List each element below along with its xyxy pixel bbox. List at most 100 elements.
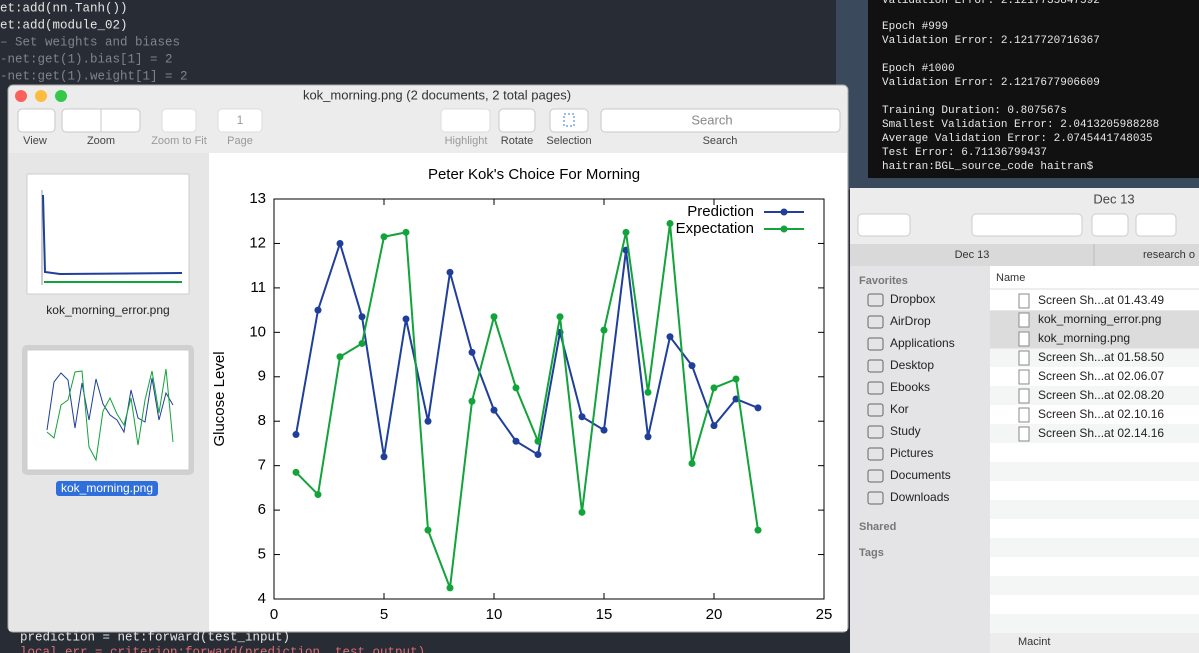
code-line: -net:get(1).weight[1] = 2 [0, 69, 188, 83]
thumbnail[interactable] [26, 349, 190, 471]
point [490, 313, 498, 321]
terminal [868, 0, 1199, 178]
y-tick-label: 7 [258, 457, 266, 474]
minimize-button[interactable] [35, 90, 47, 102]
nav-buttons[interactable] [857, 213, 911, 237]
window-title: kok_morning.png (2 documents, 2 total pa… [303, 87, 571, 102]
legend-swatch [780, 208, 788, 216]
x-tick-label: 5 [380, 606, 388, 623]
x-tick-label: 10 [486, 606, 503, 623]
point [512, 384, 520, 392]
x-tick-label: 20 [706, 606, 723, 623]
point [754, 404, 762, 412]
file-name[interactable]: kok_morning.png [1038, 331, 1130, 345]
point [468, 397, 476, 405]
point [732, 375, 740, 383]
sidebar-item[interactable]: Dropbox [890, 292, 935, 306]
file-name[interactable]: Screen Sh...at 02.14.16 [1038, 426, 1164, 440]
selection-button[interactable] [549, 108, 589, 133]
file-icon [1018, 331, 1030, 347]
point [446, 268, 454, 276]
code-line: prediction = net:forward(test_input) [20, 630, 290, 644]
toolbar-label: Rotate [501, 135, 533, 147]
point [336, 239, 344, 247]
row-stripe [990, 348, 1199, 367]
point [600, 326, 608, 334]
file-name[interactable]: Screen Sh...at 02.06.07 [1038, 369, 1164, 383]
file-icon [1018, 369, 1030, 385]
highlight-button[interactable] [440, 108, 491, 133]
rotate-button[interactable] [498, 108, 536, 133]
sidebar-item[interactable]: AirDrop [890, 314, 931, 328]
y-axis-label: Glucose Level [211, 351, 228, 446]
path-item: Macint [1018, 636, 1050, 648]
code-line: – Set weights and biases [0, 35, 180, 49]
terminal-line: Validation Error: 2.1217677906609 [882, 77, 1100, 89]
sidebar-icon [867, 381, 884, 395]
file-name[interactable]: kok_morning_error.png [1038, 312, 1161, 326]
point [358, 313, 366, 321]
x-tick-label: 15 [596, 606, 613, 623]
terminal-line: Smallest Validation Error: 2.04132059882… [882, 119, 1159, 131]
file-icon [1018, 312, 1030, 328]
terminal-line: Epoch #999 [882, 21, 948, 33]
point [710, 384, 718, 392]
row-selected [990, 329, 1199, 349]
page-field[interactable] [217, 108, 263, 133]
point [600, 426, 608, 434]
chart: Peter Kok's Choice For Morning Glucose Le… [211, 166, 832, 623]
code-line: et:add(nn.Tanh()) [0, 1, 128, 15]
sidebar-heading: Shared [859, 521, 896, 533]
path-bar [990, 632, 1199, 653]
terminal-line: Average Validation Error: 2.074544174803… [882, 133, 1153, 145]
search-field[interactable] [600, 108, 841, 133]
file-name[interactable]: Screen Sh...at 02.08.20 [1038, 388, 1164, 402]
close-button[interactable] [15, 90, 27, 102]
file-name[interactable]: Screen Sh...at 02.10.16 [1038, 407, 1164, 421]
point [402, 315, 410, 323]
sidebar-item[interactable]: Pictures [890, 446, 933, 460]
point [314, 306, 322, 314]
thumbnail-caption: kok_morning.png [61, 481, 153, 495]
terminal-text: Validation Error: 2.1217735847592 Epoch #… [882, 0, 1159, 173]
sidebar-item[interactable]: Documents [890, 468, 951, 482]
legend-swatch [780, 225, 788, 233]
row-stripe [990, 500, 1199, 519]
sidebar-item[interactable]: Ebooks [890, 380, 930, 394]
sidebar-item[interactable]: Study [890, 424, 921, 438]
sidebar-item[interactable]: Applications [890, 336, 955, 350]
arrange-button[interactable] [1091, 213, 1129, 237]
sidebar-item[interactable]: Kor [890, 402, 909, 416]
file-name[interactable]: Screen Sh...at 01.43.49 [1038, 293, 1164, 307]
view-buttons[interactable] [971, 213, 1083, 237]
file-icon [1018, 426, 1030, 442]
sidebar-icon [867, 403, 884, 417]
tab[interactable]: Dec 13 [955, 249, 990, 261]
zoom-button[interactable] [55, 90, 67, 102]
row-stripe [990, 386, 1199, 405]
point [424, 526, 432, 534]
caption-highlight [56, 481, 158, 496]
view-button[interactable] [17, 108, 56, 133]
column-header: Name [996, 272, 1025, 284]
action-button[interactable] [1135, 213, 1177, 237]
sidebar-icon [867, 447, 884, 461]
sidebar-item[interactable]: Desktop [890, 358, 934, 372]
point [578, 413, 586, 421]
page-number: 1 [237, 113, 244, 127]
legend-label: Expectation [676, 220, 754, 237]
toolbar-label: Zoom to Fit [151, 135, 207, 147]
point [468, 348, 476, 356]
sidebar-icon [867, 491, 884, 505]
terminal-line: Training Duration: 0.807567s [882, 105, 1067, 117]
file-name[interactable]: Screen Sh...at 01.58.50 [1038, 350, 1164, 364]
zoom-fit-button[interactable] [161, 108, 197, 133]
row-stripe [990, 462, 1199, 481]
sidebar-item[interactable]: Downloads [890, 490, 949, 504]
code-line: -net:get(1).bias[1] = 2 [0, 52, 173, 66]
toolbar-label: Selection [546, 135, 591, 147]
thumbnail[interactable] [26, 173, 190, 295]
tab[interactable]: research o [1143, 249, 1195, 261]
sidebar-icon [867, 359, 884, 373]
